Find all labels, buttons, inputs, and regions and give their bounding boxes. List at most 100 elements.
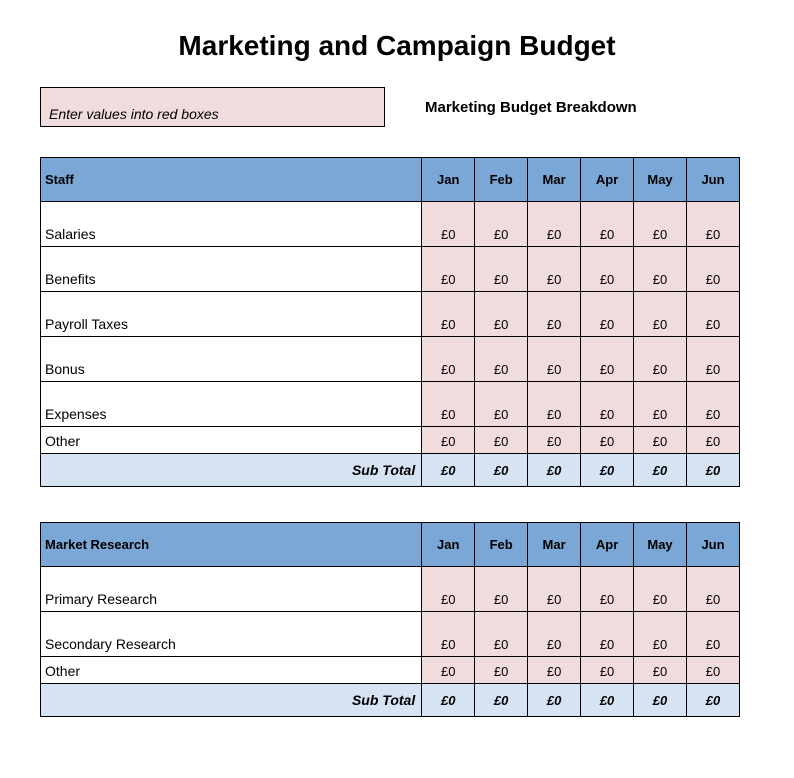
month-header: Feb — [475, 158, 528, 202]
value-cell[interactable]: £0 — [687, 567, 740, 612]
subtotal-label: Sub Total — [41, 684, 422, 717]
value-cell[interactable]: £0 — [581, 382, 634, 427]
subtotal-cell: £0 — [475, 454, 528, 487]
value-cell[interactable]: £0 — [528, 247, 581, 292]
month-header: Jan — [422, 523, 475, 567]
value-cell[interactable]: £0 — [475, 337, 528, 382]
value-cell[interactable]: £0 — [634, 427, 687, 454]
value-cell[interactable]: £0 — [528, 292, 581, 337]
month-header: Apr — [581, 158, 634, 202]
value-cell[interactable]: £0 — [581, 337, 634, 382]
subtotal-cell: £0 — [687, 454, 740, 487]
value-cell[interactable]: £0 — [422, 427, 475, 454]
value-cell[interactable]: £0 — [581, 657, 634, 684]
value-cell[interactable]: £0 — [475, 382, 528, 427]
subtotal-cell: £0 — [634, 684, 687, 717]
row-label: Primary Research — [41, 567, 422, 612]
subtotal-cell: £0 — [422, 684, 475, 717]
value-cell[interactable]: £0 — [634, 612, 687, 657]
month-header: Feb — [475, 523, 528, 567]
value-cell[interactable]: £0 — [475, 247, 528, 292]
value-cell[interactable]: £0 — [634, 657, 687, 684]
row-label: Other — [41, 427, 422, 454]
value-cell[interactable]: £0 — [687, 202, 740, 247]
subtitle: Marketing Budget Breakdown — [425, 99, 637, 116]
subtotal-cell: £0 — [528, 454, 581, 487]
value-cell[interactable]: £0 — [581, 292, 634, 337]
value-cell[interactable]: £0 — [528, 657, 581, 684]
value-cell[interactable]: £0 — [528, 567, 581, 612]
value-cell[interactable]: £0 — [634, 337, 687, 382]
subtotal-row: Sub Total£0£0£0£0£0£0 — [41, 454, 740, 487]
row-label: Bonus — [41, 337, 422, 382]
value-cell[interactable]: £0 — [581, 567, 634, 612]
table-row: Payroll Taxes£0£0£0£0£0£0 — [41, 292, 740, 337]
value-cell[interactable]: £0 — [581, 612, 634, 657]
table-row: Secondary Research£0£0£0£0£0£0 — [41, 612, 740, 657]
value-cell[interactable]: £0 — [528, 427, 581, 454]
table-row: Expenses£0£0£0£0£0£0 — [41, 382, 740, 427]
subtotal-row: Sub Total£0£0£0£0£0£0 — [41, 684, 740, 717]
subtotal-cell: £0 — [687, 684, 740, 717]
page-title: Marketing and Campaign Budget — [40, 30, 754, 62]
month-header: Jun — [687, 158, 740, 202]
value-cell[interactable]: £0 — [634, 382, 687, 427]
subtotal-cell: £0 — [422, 454, 475, 487]
table-row: Benefits£0£0£0£0£0£0 — [41, 247, 740, 292]
budget-table: StaffJanFebMarAprMayJunSalaries£0£0£0£0£… — [40, 157, 740, 487]
value-cell[interactable]: £0 — [422, 202, 475, 247]
month-header: Jan — [422, 158, 475, 202]
value-cell[interactable]: £0 — [687, 427, 740, 454]
month-header: Apr — [581, 523, 634, 567]
value-cell[interactable]: £0 — [581, 427, 634, 454]
value-cell[interactable]: £0 — [528, 337, 581, 382]
value-cell[interactable]: £0 — [422, 612, 475, 657]
value-cell[interactable]: £0 — [634, 202, 687, 247]
value-cell[interactable]: £0 — [687, 382, 740, 427]
value-cell[interactable]: £0 — [422, 337, 475, 382]
tables-container: StaffJanFebMarAprMayJunSalaries£0£0£0£0£… — [40, 157, 754, 717]
section-header: Market Research — [41, 523, 422, 567]
month-header: Mar — [528, 523, 581, 567]
row-label: Salaries — [41, 202, 422, 247]
value-cell[interactable]: £0 — [422, 247, 475, 292]
value-cell[interactable]: £0 — [634, 292, 687, 337]
table-row: Other£0£0£0£0£0£0 — [41, 657, 740, 684]
value-cell[interactable]: £0 — [687, 337, 740, 382]
value-cell[interactable]: £0 — [687, 612, 740, 657]
subtotal-label: Sub Total — [41, 454, 422, 487]
value-cell[interactable]: £0 — [475, 657, 528, 684]
value-cell[interactable]: £0 — [475, 612, 528, 657]
value-cell[interactable]: £0 — [422, 567, 475, 612]
table-row: Other£0£0£0£0£0£0 — [41, 427, 740, 454]
subtotal-cell: £0 — [475, 684, 528, 717]
value-cell[interactable]: £0 — [422, 292, 475, 337]
value-cell[interactable]: £0 — [634, 567, 687, 612]
value-cell[interactable]: £0 — [687, 657, 740, 684]
value-cell[interactable]: £0 — [422, 382, 475, 427]
hint-box: Enter values into red boxes — [40, 87, 385, 127]
top-row: Enter values into red boxes Marketing Bu… — [40, 87, 754, 127]
row-label: Payroll Taxes — [41, 292, 422, 337]
value-cell[interactable]: £0 — [475, 567, 528, 612]
section-header: Staff — [41, 158, 422, 202]
row-label: Expenses — [41, 382, 422, 427]
value-cell[interactable]: £0 — [528, 612, 581, 657]
value-cell[interactable]: £0 — [475, 202, 528, 247]
subtotal-cell: £0 — [528, 684, 581, 717]
table-row: Bonus£0£0£0£0£0£0 — [41, 337, 740, 382]
value-cell[interactable]: £0 — [687, 247, 740, 292]
subtotal-cell: £0 — [634, 454, 687, 487]
row-label: Other — [41, 657, 422, 684]
budget-table: Market ResearchJanFebMarAprMayJunPrimary… — [40, 522, 740, 717]
value-cell[interactable]: £0 — [634, 247, 687, 292]
value-cell[interactable]: £0 — [581, 202, 634, 247]
month-header: Jun — [687, 523, 740, 567]
value-cell[interactable]: £0 — [528, 382, 581, 427]
value-cell[interactable]: £0 — [475, 292, 528, 337]
value-cell[interactable]: £0 — [687, 292, 740, 337]
value-cell[interactable]: £0 — [528, 202, 581, 247]
value-cell[interactable]: £0 — [422, 657, 475, 684]
value-cell[interactable]: £0 — [581, 247, 634, 292]
value-cell[interactable]: £0 — [475, 427, 528, 454]
